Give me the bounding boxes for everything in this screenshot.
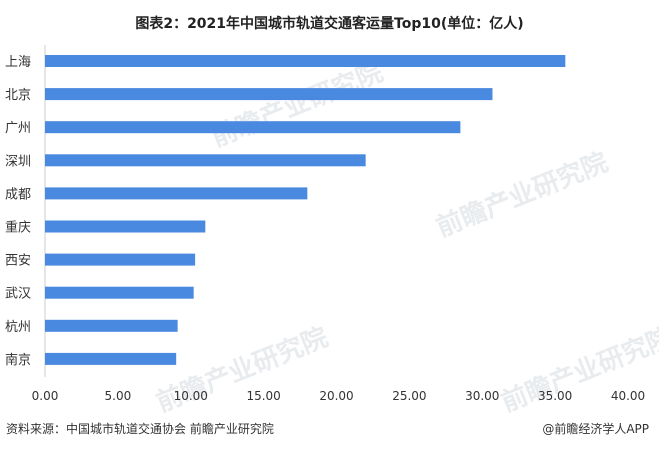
category-label: 深圳 (5, 154, 31, 169)
bar-7 (45, 286, 194, 299)
bar-1 (45, 88, 493, 101)
bar-8 (45, 319, 178, 332)
bar-2 (45, 121, 461, 134)
bar-3 (45, 154, 366, 167)
category-label: 上海 (5, 55, 31, 70)
x-tick-label: 0.00 (32, 389, 59, 403)
category-label: 北京 (5, 88, 31, 103)
bar-5 (45, 220, 206, 233)
x-tick-label: 5.00 (105, 389, 132, 403)
x-tick-label: 10.00 (174, 389, 208, 403)
category-label: 广州 (5, 121, 31, 136)
bar-9 (45, 352, 177, 365)
x-tick-label: 35.00 (538, 389, 572, 403)
category-label: 南京 (5, 352, 31, 368)
x-tick-label: 30.00 (465, 389, 499, 403)
chart-title: 图表2：2021年中国城市轨道交通客运量Top10(单位：亿人) (135, 16, 524, 32)
category-label: 西安 (5, 254, 31, 269)
brand-note: @前瞻经济学人APP (542, 422, 649, 436)
bar-6 (45, 253, 196, 266)
source-note: 资料来源：中国城市轨道交通协会 前瞻产业研究院 (6, 422, 274, 436)
category-label: 杭州 (5, 320, 31, 335)
x-tick-label: 15.00 (246, 389, 280, 403)
x-tick-label: 40.00 (611, 389, 645, 403)
bar-0 (45, 55, 566, 67)
category-label: 重庆 (5, 220, 31, 236)
bar-4 (45, 187, 308, 200)
x-tick-label: 25.00 (392, 389, 426, 403)
x-tick-label: 20.00 (319, 389, 353, 403)
category-label: 成都 (5, 187, 31, 202)
category-label: 武汉 (5, 287, 31, 302)
